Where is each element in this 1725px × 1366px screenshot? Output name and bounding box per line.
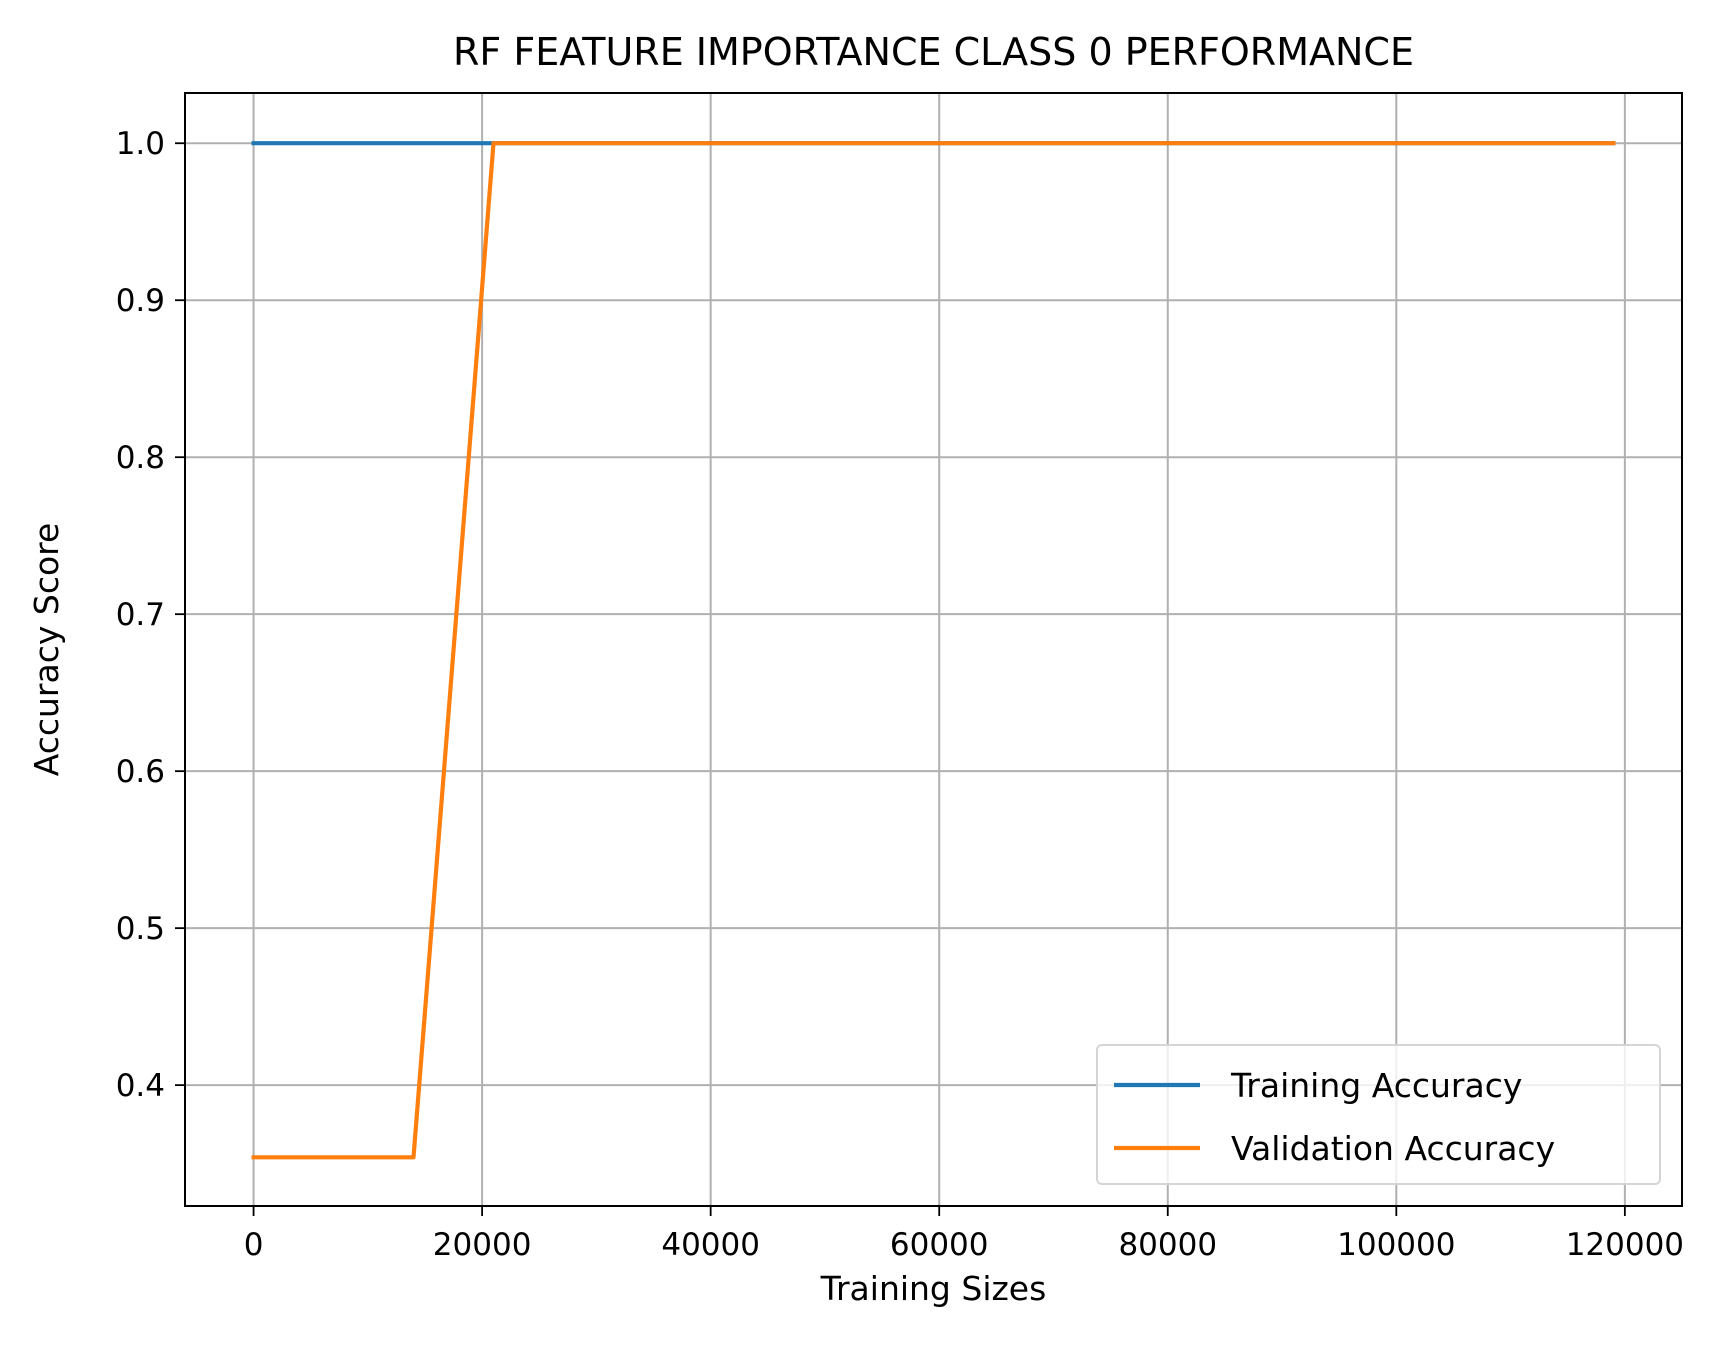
series-lines: [251, 141, 1616, 1160]
y-tick-label: 0.4: [116, 1068, 165, 1104]
y-axis-label: Accuracy Score: [27, 523, 66, 777]
x-tick-label: 60000: [890, 1227, 989, 1263]
y-tick-label: 0.8: [116, 440, 165, 476]
x-tick-label: 40000: [661, 1227, 760, 1263]
y-tick-label: 0.7: [116, 597, 165, 633]
x-tick-label: 20000: [433, 1227, 532, 1263]
x-tick-label: 120000: [1566, 1227, 1684, 1263]
legend-label: Training Accuracy: [1230, 1066, 1522, 1105]
legend-label: Validation Accuracy: [1231, 1129, 1555, 1168]
chart-title: RF FEATURE IMPORTANCE CLASS 0 PERFORMANC…: [453, 30, 1414, 74]
axis-ticks: 0 20000 40000 60000 80000 100000 120000 0.4 0.5 0…: [116, 126, 1684, 1263]
x-tick-label: 80000: [1118, 1227, 1217, 1263]
series-line-validation-accuracy: [251, 141, 1616, 1160]
x-tick-label: 100000: [1337, 1227, 1455, 1263]
y-tick-label: 0.5: [116, 911, 165, 947]
y-tick-label: 0.6: [116, 754, 165, 790]
y-tick-label: 1.0: [116, 126, 165, 162]
x-tick-label: 0: [244, 1227, 264, 1263]
legend: Training Accuracy Validation Accuracy: [1096, 1044, 1661, 1185]
legend-box: [1096, 1044, 1661, 1185]
x-axis-label: Training Sizes: [820, 1269, 1047, 1308]
plot-frame: [184, 92, 1683, 1207]
y-tick-label: 0.9: [116, 283, 165, 319]
